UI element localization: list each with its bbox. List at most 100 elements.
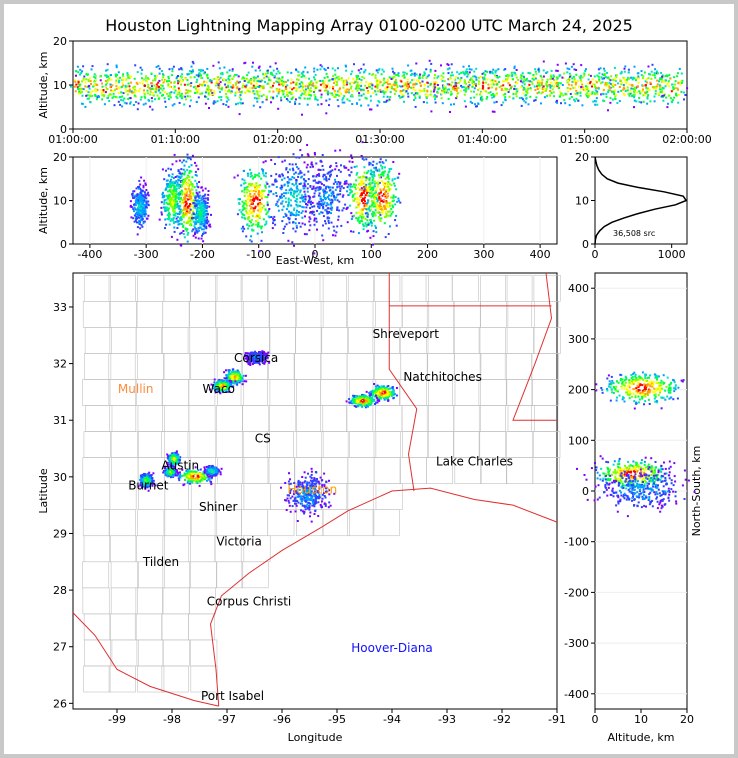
altitude-time-source	[78, 83, 81, 86]
x-tick-label: -98	[163, 713, 181, 726]
altitude-time-source	[207, 77, 209, 80]
east-west-source	[198, 181, 201, 183]
altitude-time-source	[423, 72, 426, 75]
east-west-source	[203, 213, 206, 216]
east-west-source	[139, 212, 142, 214]
altitude-time-source	[558, 87, 560, 89]
y-axis-label: Altitude, km	[37, 51, 50, 118]
east-west-source	[245, 204, 248, 207]
altitude-time-source	[140, 96, 143, 99]
altitude-time-source	[192, 86, 195, 89]
east-west-source	[307, 201, 310, 204]
altitude-time-source	[658, 94, 661, 97]
altitude-time-source	[646, 102, 649, 105]
altitude-time-source	[178, 89, 181, 92]
altitude-time-source	[308, 83, 311, 86]
altitude-time-source	[510, 87, 512, 89]
east-west-source	[202, 212, 204, 215]
altitude-time-source	[462, 65, 465, 68]
altitude-time-source	[326, 92, 329, 95]
east-west-source	[190, 194, 193, 197]
altitude-time-source	[549, 86, 552, 89]
altitude-time-source	[117, 92, 120, 95]
east-west-source	[287, 171, 289, 174]
east-west-source	[251, 228, 254, 231]
x-tick-label: 400	[530, 248, 551, 261]
east-west-source	[383, 197, 386, 200]
east-west-source	[172, 192, 175, 195]
east-west-source	[382, 162, 385, 165]
altitude-time-source	[575, 73, 578, 76]
east-west-source	[169, 186, 172, 189]
altitude-time-source	[616, 102, 619, 104]
altitude-time-source	[587, 78, 590, 81]
altitude-time-source	[386, 80, 389, 83]
altitude-time-source	[336, 90, 339, 93]
east-west-source	[189, 220, 192, 223]
altitude-time-source	[314, 73, 317, 76]
east-west-source	[185, 197, 188, 200]
altitude-time-source	[494, 74, 497, 77]
altitude-time-source	[265, 97, 268, 100]
east-west-source	[194, 236, 197, 239]
east-west-source	[199, 226, 201, 229]
east-west-source	[261, 231, 263, 234]
altitude-time-source	[598, 78, 601, 81]
east-west-source	[368, 183, 371, 186]
east-west-source	[190, 197, 193, 200]
altitude-time-source	[653, 95, 656, 98]
east-west-source	[170, 218, 173, 221]
east-west-source	[142, 207, 144, 210]
east-west-source	[258, 194, 261, 197]
altitude-time-source	[448, 78, 451, 80]
altitude-time-source	[186, 73, 189, 76]
east-west-source	[353, 165, 356, 168]
altitude-time-source	[212, 64, 215, 67]
east-west-source	[182, 214, 185, 217]
altitude-time-source	[620, 83, 623, 86]
east-west-source	[366, 230, 369, 233]
east-west-source	[346, 190, 348, 193]
altitude-time-source	[451, 71, 453, 74]
altitude-time-source	[667, 80, 670, 83]
east-west-source	[363, 198, 366, 201]
east-west-source	[268, 185, 271, 188]
altitude-time-source	[463, 89, 466, 92]
altitude-time-source	[432, 95, 435, 98]
altitude-time-source	[421, 89, 424, 92]
east-west-source	[359, 214, 362, 217]
altitude-time-source	[607, 91, 610, 94]
east-west-source	[378, 161, 381, 164]
altitude-time-source	[407, 83, 410, 86]
east-west-source	[171, 181, 173, 184]
altitude-time-source	[473, 87, 476, 90]
east-west-source	[339, 170, 342, 173]
altitude-time-source	[484, 81, 487, 84]
altitude-time-source	[527, 72, 530, 74]
altitude-time-source	[338, 95, 341, 97]
east-west-source	[253, 176, 256, 179]
altitude-time-source	[262, 87, 265, 90]
altitude-time-source	[154, 77, 157, 79]
altitude-time-source	[350, 73, 353, 76]
east-west-source	[297, 175, 300, 178]
altitude-time-source	[620, 79, 623, 82]
altitude-time-source	[393, 75, 396, 78]
east-west-source	[389, 188, 392, 191]
county-cell	[108, 274, 136, 302]
east-west-source	[251, 190, 254, 193]
altitude-time-source	[600, 93, 603, 96]
east-west-source	[314, 179, 316, 182]
east-west-source	[245, 191, 248, 194]
altitude-time-source	[334, 69, 337, 72]
altitude-time-source	[504, 96, 507, 99]
x-tick-label: -400	[77, 248, 102, 261]
altitude-time-source	[275, 80, 278, 83]
altitude-time-source	[447, 64, 450, 66]
east-west-source	[145, 200, 148, 203]
east-west-source	[137, 187, 140, 190]
east-west-source	[258, 190, 260, 193]
east-west-source	[303, 190, 306, 193]
east-west-source	[131, 194, 134, 197]
altitude-time-source	[469, 78, 472, 81]
